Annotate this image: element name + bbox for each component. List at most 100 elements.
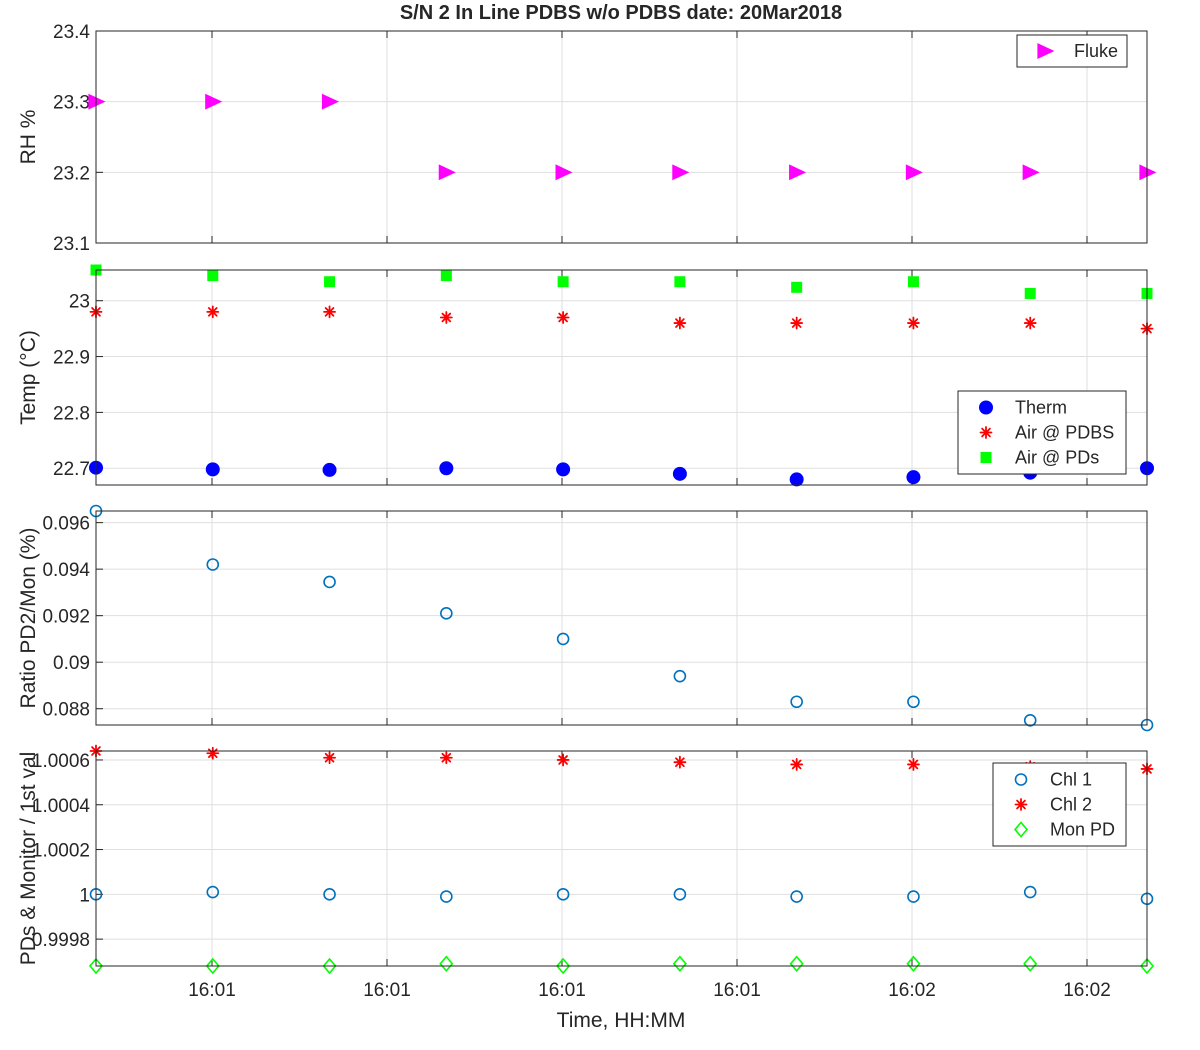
data-point (439, 461, 454, 476)
star-stroke-diagonal (908, 759, 919, 770)
subplot-stack: 23.1 23.2 23.3 23.4 RH % Fluke 22.7 22.8 22.9 23 T… (17, 22, 1157, 1001)
data-point (324, 276, 336, 288)
data-point (440, 890, 453, 903)
data-point (322, 462, 337, 477)
y-tick-label: 23.3 (53, 93, 90, 114)
y-tick-label: 22.9 (53, 348, 90, 369)
legend-marker (1037, 43, 1055, 59)
data-point (205, 957, 220, 975)
data-point (557, 276, 569, 288)
legend-label: Air @ PDBS (1015, 423, 1114, 443)
data-point (672, 466, 687, 481)
data-point (440, 607, 453, 620)
subplot-4: 0.9998 1 1.0002 1.0004 1.0006 16:01 16:01 16:01… (17, 744, 1155, 1001)
data-series (89, 305, 1154, 336)
data-series (89, 460, 1154, 487)
y-tick-label: 0.088 (42, 700, 90, 721)
star-stroke-diagonal (1016, 799, 1026, 810)
data-point (556, 888, 570, 901)
data-point (673, 316, 687, 330)
legend-marker (979, 426, 993, 439)
star-stroke-diagonal (558, 755, 568, 765)
data-point (440, 270, 452, 282)
x-tick-label: 16:01 (713, 980, 761, 1001)
data-point (556, 462, 571, 477)
data-point (323, 888, 336, 901)
data-point (206, 746, 220, 760)
data-point (907, 695, 920, 709)
y-axis-label: Temp (°C) (17, 330, 40, 425)
y-axis-label: PDs & Monitor / 1st val (17, 752, 40, 966)
plot-area (96, 751, 1147, 966)
star-stroke-diagonal (558, 312, 568, 323)
y-tick-label: 0.9998 (32, 930, 90, 951)
plot-area (96, 511, 1147, 725)
legend-label: Fluke (1074, 41, 1118, 61)
y-tick-label: 0.09 (53, 653, 90, 674)
data-series (88, 955, 1155, 975)
data-point (905, 164, 923, 181)
legend: Therm Air @ PDBS Air @ PDs (957, 390, 1127, 475)
x-tick-label: 16:01 (363, 980, 411, 1001)
figure-title: S/N 2 In Line PDBS w/o PDBS date: 20Mar2… (400, 2, 842, 24)
data-point (1023, 316, 1037, 330)
star-stroke-diagonal (207, 307, 218, 317)
data-point (439, 955, 454, 972)
x-tick-label: 16:01 (188, 980, 236, 1001)
y-tick-label: 23.1 (53, 234, 90, 255)
data-point (556, 311, 570, 324)
data-point (323, 305, 336, 319)
axes-box (95, 30, 1148, 244)
star-stroke-diagonal (324, 307, 335, 317)
y-tick-label: 22.8 (53, 403, 90, 424)
data-point (322, 957, 337, 975)
axes-box (95, 269, 1148, 486)
y-tick-label: 23 (69, 292, 90, 313)
data-point (790, 890, 803, 903)
legend-label: Therm (1015, 398, 1067, 418)
data-point (672, 955, 687, 972)
star-stroke-diagonal (324, 752, 335, 763)
data-point (206, 305, 220, 319)
data-point (907, 758, 920, 771)
data-point (1023, 714, 1037, 727)
data-point (789, 472, 804, 487)
legend-label: Air @ PDs (1015, 448, 1099, 468)
legend-label: Chl 2 (1050, 795, 1092, 815)
data-point (1022, 164, 1040, 181)
star-stroke-diagonal (981, 427, 991, 438)
data-point (673, 669, 687, 683)
data-point (1139, 957, 1155, 975)
data-point (439, 311, 453, 324)
data-point (906, 955, 921, 972)
data-point (674, 276, 686, 288)
data-point (438, 164, 456, 181)
x-tick-label: 16:02 (888, 980, 936, 1001)
legend-marker (1013, 821, 1029, 838)
data-point (1024, 287, 1036, 299)
data-point (206, 885, 220, 899)
y-tick-label: 1.0002 (32, 841, 90, 862)
subplot-2: 22.7 22.8 22.9 23 Temp (°C) Therm Air @ PDBS Ai… (17, 264, 1154, 487)
star-stroke-diagonal (675, 318, 685, 328)
data-point (907, 890, 920, 903)
data-point (672, 164, 690, 181)
data-point (1023, 885, 1037, 899)
axes-box (95, 750, 1148, 967)
data-point (673, 755, 687, 769)
data-point (790, 758, 804, 771)
data-point (439, 751, 453, 765)
star-stroke-diagonal (441, 312, 452, 323)
legend-marker (1014, 798, 1028, 811)
legend-label: Chl 1 (1050, 770, 1092, 790)
data-point (906, 470, 921, 485)
data-point (205, 462, 220, 477)
y-axis-label: Ratio PD2/Mon (%) (17, 528, 40, 709)
x-tick-label: 16:01 (538, 980, 586, 1001)
data-point (907, 316, 920, 330)
x-axis-label: Time, HH:MM (557, 1009, 686, 1032)
data-point (1023, 955, 1038, 972)
legend-marker (980, 452, 992, 463)
star-stroke-diagonal (908, 318, 919, 328)
